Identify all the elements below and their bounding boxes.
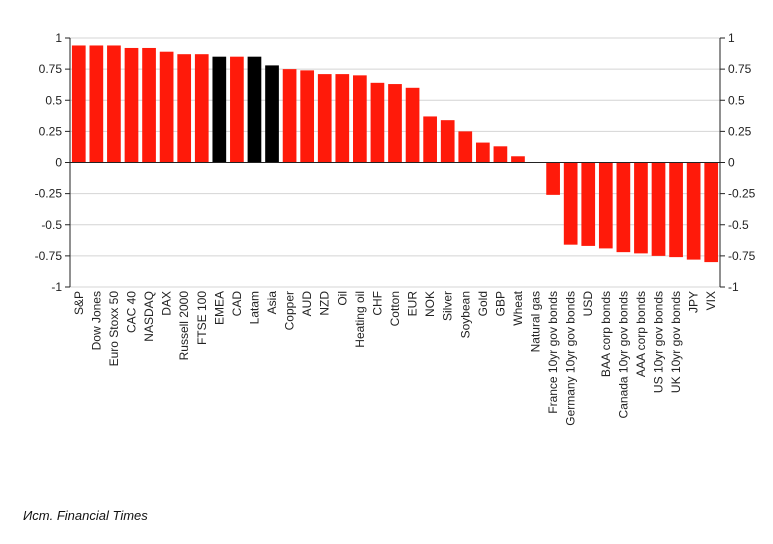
bar-emea bbox=[212, 56, 227, 163]
category-label: Natural gas bbox=[529, 291, 543, 352]
category-label: USD bbox=[581, 291, 595, 317]
bar-copper bbox=[282, 69, 297, 163]
category-labels: S&P Dow Jones Euro Stoxx 50 CAC 40 NASDAQ DAX… bbox=[72, 290, 718, 425]
right-tick-label: -1 bbox=[728, 280, 739, 294]
right-tick-label: -0.5 bbox=[728, 218, 749, 232]
category-label: France 10yr gov bonds bbox=[546, 291, 560, 414]
bar-gbp bbox=[493, 146, 508, 163]
category-label: BAA corp bonds bbox=[599, 291, 613, 377]
bar-uk-10yr-gov-bonds bbox=[669, 162, 683, 258]
source-note: Исm. Financial Times bbox=[23, 508, 148, 523]
bar-france-10yr-gov-bonds bbox=[546, 162, 560, 195]
category-label: NASDAQ bbox=[142, 291, 156, 342]
bar-canada-10yr-gov-bonds bbox=[616, 162, 631, 253]
category-label: Wheat bbox=[511, 290, 525, 325]
category-label: AAA corp bonds bbox=[634, 291, 648, 377]
category-label: Germany 10yr gov bonds bbox=[564, 291, 578, 426]
left-tick-label: 0.75 bbox=[39, 62, 63, 76]
bar-oil bbox=[335, 74, 350, 163]
bar-nok bbox=[423, 116, 437, 163]
bar-baa-corp-bonds bbox=[598, 162, 613, 249]
right-tick-label: 0.25 bbox=[728, 124, 752, 138]
bar-aaa-corp-bonds bbox=[634, 162, 648, 254]
bar-wheat bbox=[511, 156, 525, 163]
right-tick-label: 0.5 bbox=[728, 93, 745, 107]
category-label: Silver bbox=[441, 291, 455, 321]
category-label: DAX bbox=[160, 291, 174, 316]
category-label: Gold bbox=[476, 291, 490, 316]
right-tick-label: 0.75 bbox=[728, 62, 752, 76]
bar-germany-10yr-gov-bonds bbox=[563, 162, 578, 245]
bar-eur bbox=[405, 87, 420, 163]
category-label: Oil bbox=[335, 291, 349, 306]
category-label: CHF bbox=[370, 291, 384, 316]
category-label: EUR bbox=[406, 291, 420, 317]
bar-dax bbox=[159, 51, 174, 163]
right-tick-labels: 1 0.75 0.5 0.25 0 -0.25 -0.5 -0.75 -1 bbox=[728, 31, 756, 294]
category-label: Dow Jones bbox=[89, 291, 103, 350]
bar-s-p bbox=[71, 45, 86, 163]
left-tick-label: 0.5 bbox=[45, 93, 62, 107]
category-label: Heating oil bbox=[353, 291, 367, 348]
bar-ftse-100 bbox=[194, 54, 209, 163]
left-tick-label: 1 bbox=[55, 31, 62, 45]
bar-aud bbox=[300, 70, 315, 163]
bar-euro-stoxx-50 bbox=[107, 45, 121, 163]
right-tick-label: 1 bbox=[728, 31, 735, 45]
category-label: Euro Stoxx 50 bbox=[107, 291, 121, 367]
category-label: NZD bbox=[318, 291, 332, 316]
left-tick-label: -0.25 bbox=[35, 187, 63, 201]
category-label: FTSE 100 bbox=[195, 291, 209, 345]
bar-cad bbox=[230, 56, 244, 163]
bar-silver bbox=[440, 120, 455, 163]
category-label: CAD bbox=[230, 291, 244, 317]
category-label: Asia bbox=[265, 291, 279, 315]
bar-asia bbox=[265, 65, 279, 163]
category-label: Cotton bbox=[388, 291, 402, 326]
category-label: Copper bbox=[283, 291, 297, 330]
bar-latam bbox=[247, 56, 262, 163]
bar-cac-40 bbox=[124, 47, 139, 163]
bar-gold bbox=[475, 142, 490, 163]
left-tick-label: -0.75 bbox=[35, 249, 63, 263]
left-tick-labels: 1 0.75 0.5 0.25 0 -0.25 -0.5 -0.75 -1 bbox=[35, 31, 63, 294]
left-tick-label: -1 bbox=[51, 280, 62, 294]
bar-us-10yr-gov-bonds bbox=[651, 162, 666, 256]
category-label: Latam bbox=[247, 291, 261, 324]
bar-chf bbox=[370, 82, 385, 163]
right-tick-label: -0.25 bbox=[728, 187, 756, 201]
bar-vix bbox=[704, 162, 719, 263]
bars bbox=[71, 45, 719, 263]
category-label: S&P bbox=[72, 291, 86, 315]
category-label: US 10yr gov bonds bbox=[652, 291, 666, 393]
right-tick-label: 0 bbox=[728, 156, 735, 170]
bar-russell-2000 bbox=[177, 54, 192, 163]
bar-nzd bbox=[317, 74, 332, 163]
axes bbox=[65, 37, 725, 288]
left-tick-label: 0.25 bbox=[39, 124, 63, 138]
category-label: NOK bbox=[423, 291, 437, 317]
category-label: CAC 40 bbox=[124, 291, 138, 333]
category-label: EMEA bbox=[212, 291, 226, 325]
category-label: GBP bbox=[493, 291, 507, 316]
category-label: JPY bbox=[687, 291, 701, 313]
bar-heating-oil bbox=[353, 75, 367, 163]
category-label: UK 10yr gov bonds bbox=[669, 291, 683, 393]
category-label: AUD bbox=[300, 291, 314, 317]
bar-dow-jones bbox=[89, 45, 104, 163]
category-label: VIX bbox=[704, 291, 718, 310]
category-label: Soybean bbox=[458, 291, 472, 338]
category-label: Canada 10yr gov bonds bbox=[616, 291, 630, 418]
left-tick-label: -0.5 bbox=[41, 218, 62, 232]
bar-jpy bbox=[686, 162, 701, 260]
left-tick-label: 0 bbox=[55, 156, 62, 170]
bar-nasdaq bbox=[142, 47, 156, 163]
category-label: Russell 2000 bbox=[177, 291, 191, 361]
right-tick-label: -0.75 bbox=[728, 249, 756, 263]
bar-soybean bbox=[458, 131, 473, 163]
bar-cotton bbox=[388, 84, 402, 163]
bar-usd bbox=[581, 162, 596, 246]
